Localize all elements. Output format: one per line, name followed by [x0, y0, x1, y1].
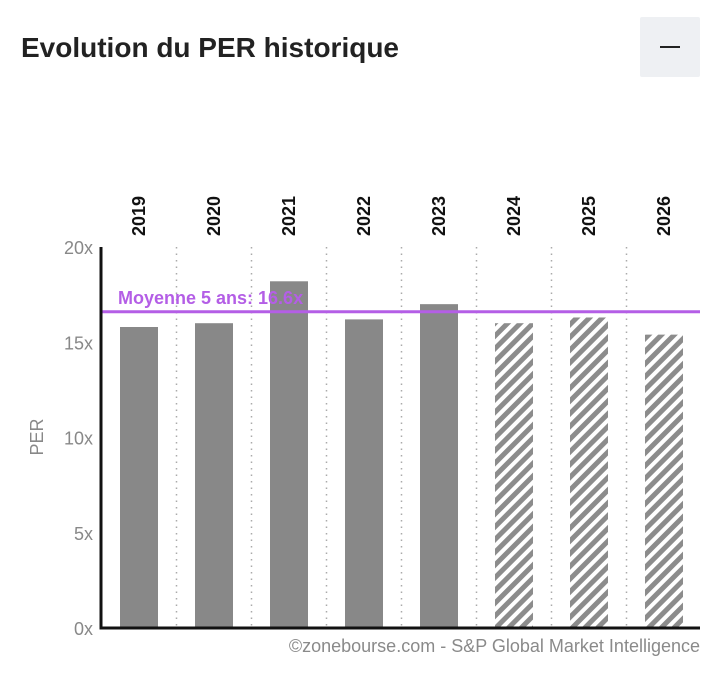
bar-estimate-2026: [645, 334, 683, 628]
bar-2021: [270, 281, 308, 628]
bar-2023: [420, 304, 458, 628]
bar-2022: [345, 319, 383, 628]
x-tick-label-2026: 2026: [654, 196, 674, 236]
bar-estimate-2024: [495, 323, 533, 628]
x-tick-label-2022: 2022: [354, 196, 374, 236]
y-tick-label: 20x: [64, 238, 93, 258]
y-tick-label: 0x: [74, 619, 93, 639]
x-tick-label-2019: 2019: [129, 196, 149, 236]
collapse-button[interactable]: [640, 17, 700, 77]
x-tick-label-2021: 2021: [279, 196, 299, 236]
chart-title: Evolution du PER historique: [21, 32, 399, 63]
x-tick-label-2024: 2024: [504, 196, 524, 236]
bar-2019: [120, 327, 158, 628]
x-tick-label-2020: 2020: [204, 196, 224, 236]
average-line-label: Moyenne 5 ans: 16.6x: [118, 288, 303, 308]
bar-estimate-2025: [570, 317, 608, 628]
x-tick-label-2023: 2023: [429, 196, 449, 236]
y-tick-label: 15x: [64, 333, 93, 353]
x-tick-label-2025: 2025: [579, 196, 599, 236]
minus-icon: [660, 46, 680, 48]
y-tick-label: 10x: [64, 429, 93, 449]
bar-2020: [195, 323, 233, 628]
y-axis-title: PER: [27, 418, 47, 455]
y-tick-label: 5x: [74, 524, 93, 544]
source-credit: ©zonebourse.com - S&P Global Market Inte…: [288, 636, 700, 656]
